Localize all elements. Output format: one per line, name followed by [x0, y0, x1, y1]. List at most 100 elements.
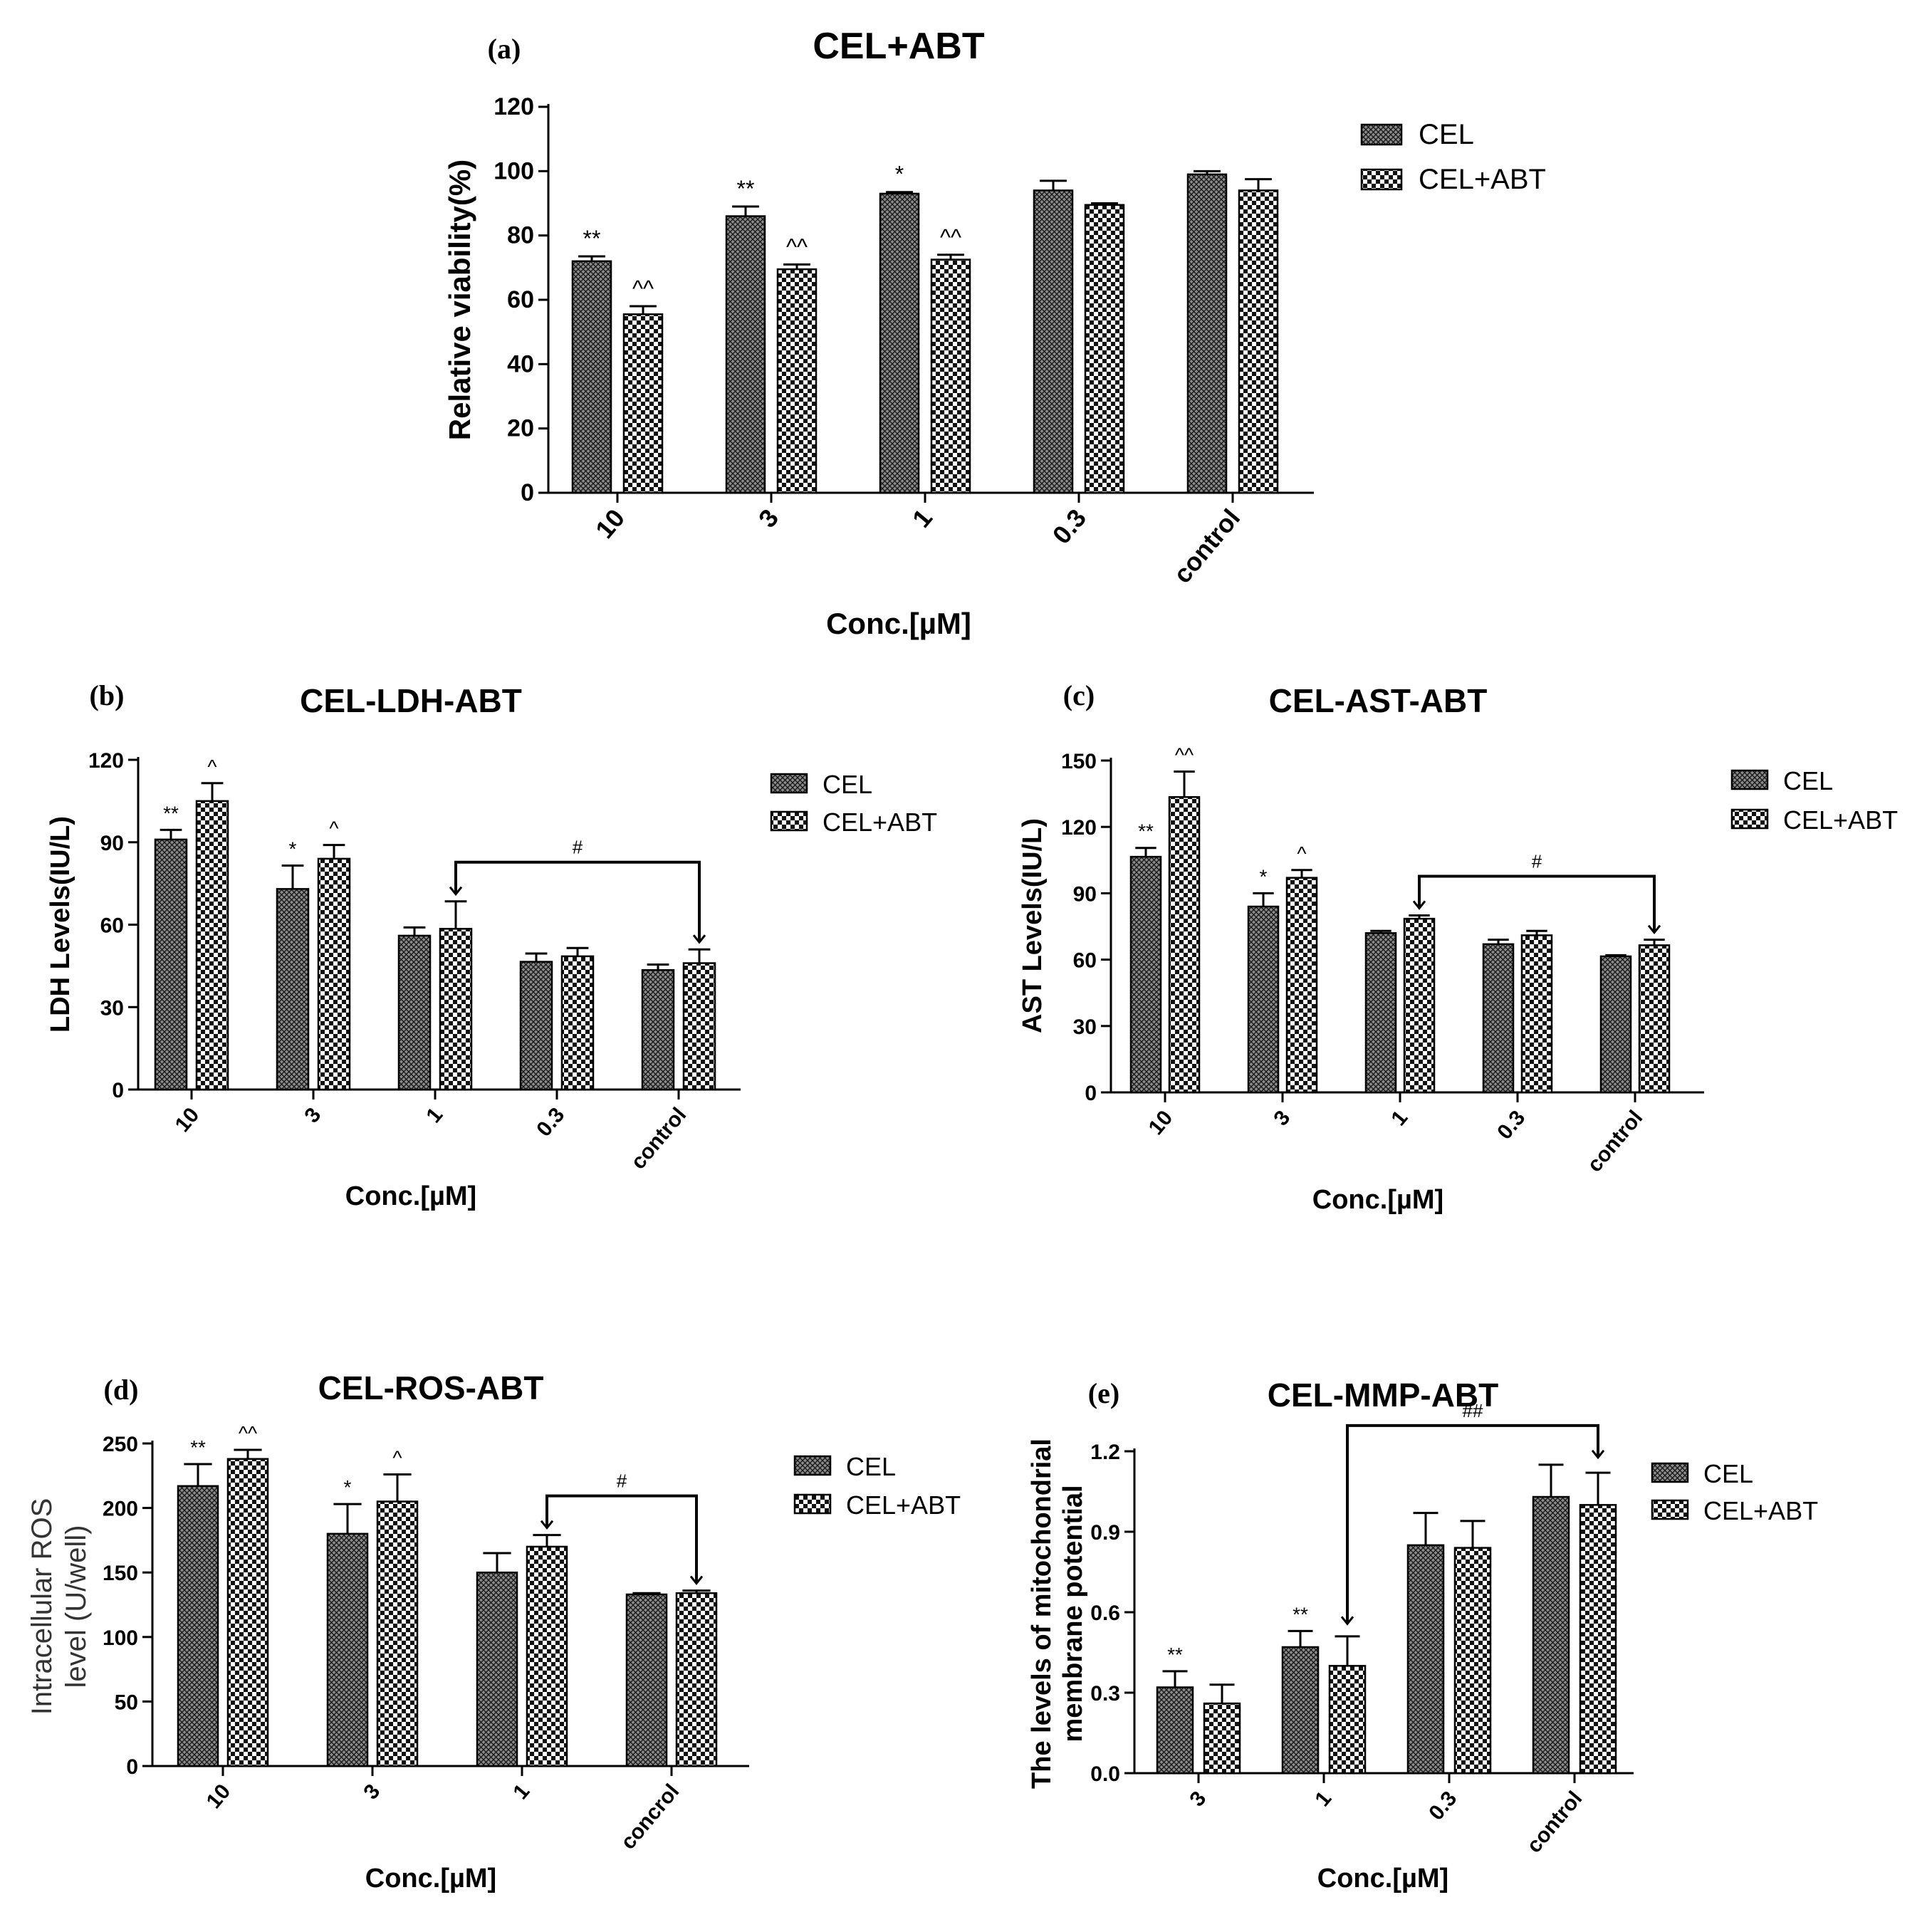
y-tick-label: 100	[103, 1626, 138, 1650]
bar-cel	[326, 1532, 369, 1767]
y-tick-label: 40	[507, 350, 534, 377]
significance-bracket	[545, 1494, 698, 1584]
y-tick-label: 120	[88, 749, 124, 773]
bar-cel-abt	[682, 962, 716, 1091]
bar-cel	[276, 888, 310, 1091]
x-axis-title: Conc.[µM]	[365, 1864, 496, 1894]
significance-mark: ^^	[1175, 744, 1194, 766]
bar-cel	[1364, 932, 1397, 1094]
y-tick-label: 30	[1073, 1015, 1097, 1039]
x-tick-label: 1	[1387, 1106, 1412, 1130]
significance-mark: ^^	[786, 234, 808, 259]
bar-cel	[1406, 1544, 1445, 1775]
significance-mark: *	[344, 1476, 352, 1498]
bar-cel	[1281, 1646, 1320, 1775]
significance-mark: ^	[1297, 842, 1306, 865]
bar-cel-abt	[1638, 944, 1671, 1094]
bar-cel-abt	[526, 1545, 568, 1767]
x-tick-label: control	[1523, 1787, 1587, 1857]
legend-label: CEL+ABT	[1783, 805, 1898, 835]
x-tick-label: 0.3	[532, 1103, 569, 1141]
y-tick-label: 20	[507, 415, 534, 442]
bracket-arrow	[1412, 900, 1426, 910]
bracket-arrow	[692, 934, 706, 944]
bar-cel-abt	[1203, 1702, 1241, 1775]
bar-cel	[177, 1485, 219, 1767]
y-tick-label: 100	[494, 157, 534, 184]
bar-cel	[725, 215, 766, 494]
bar-cel-abt	[1084, 204, 1125, 494]
bar-cel-abt	[930, 258, 971, 494]
x-tick-label: 10	[590, 503, 630, 544]
significance-mark: **	[1167, 1644, 1183, 1666]
bar-cel	[625, 1593, 668, 1767]
chart-title: CEL-LDH-ABT	[300, 682, 522, 719]
bar-cel	[397, 934, 432, 1091]
significance-mark: *	[1260, 865, 1268, 887]
legend-swatch	[1360, 168, 1403, 191]
bar-cel	[571, 260, 612, 494]
bar-cel	[879, 192, 920, 494]
significance-mark: *	[895, 162, 904, 187]
y-tick-label: 90	[100, 832, 124, 855]
legend-swatch	[1651, 1499, 1689, 1520]
significance-mark: ^	[392, 1446, 402, 1468]
legend-label: CEL+ABT	[1703, 1496, 1818, 1525]
x-tick-label: 3	[300, 1103, 325, 1127]
panel-letter: (a)	[488, 33, 521, 65]
bar-cel-abt	[622, 313, 664, 494]
x-tick-label: 0.3	[1047, 503, 1092, 550]
chart-title: CEL-ROS-ABT	[318, 1369, 544, 1406]
x-tick-label: 3	[753, 503, 784, 533]
significance-bracket	[454, 860, 701, 943]
bar-cel-abt	[675, 1592, 718, 1767]
legend-label: CEL	[1419, 119, 1474, 150]
bracket-arrow	[689, 1575, 704, 1585]
y-axis-title: LDH Levels(IU/L)	[46, 816, 75, 1033]
bar-cel	[154, 838, 188, 1091]
bar-cel-abt	[1520, 934, 1553, 1094]
bracket-label: #	[617, 1471, 627, 1492]
y-tick-label: 60	[1073, 949, 1097, 973]
bar-cel	[641, 968, 675, 1091]
bar-cel	[1156, 1686, 1194, 1775]
x-tick-label: control	[1167, 503, 1246, 589]
bar-cel-abt	[560, 955, 595, 1091]
y-tick-label: 200	[103, 1498, 138, 1521]
y-axis-title: The levels of mitochondrialmembrane pote…	[1027, 1438, 1088, 1789]
x-axis-title: Conc.[µM]	[345, 1181, 476, 1211]
significance-mark: ^^	[239, 1422, 257, 1444]
panel-a: (a) CEL+ABT 0 20 40 60 80 100 120 Relative viabil…	[443, 26, 1546, 640]
x-tick-label: 3	[1185, 1787, 1211, 1811]
significance-mark: **	[163, 802, 179, 824]
x-tick-label: 1	[907, 503, 938, 533]
y-tick-label: 0	[521, 479, 534, 506]
legend-label: CEL	[1783, 766, 1833, 795]
y-tick-label: 0.3	[1090, 1682, 1120, 1706]
chart-title: CEL+ABT	[813, 26, 984, 67]
y-tick-label: 120	[1061, 816, 1097, 840]
x-tick-label: 10	[171, 1103, 204, 1137]
y-axis-title: AST Levels(IU/L)	[1018, 818, 1048, 1033]
legend-swatch	[1360, 123, 1403, 146]
bar-cel	[1186, 173, 1228, 494]
legend-label: CEL	[846, 1452, 896, 1481]
bracket-arrow	[1591, 1449, 1605, 1460]
x-tick-label: control	[1583, 1106, 1648, 1176]
legend-swatch	[770, 773, 808, 794]
significance-bracket	[1418, 874, 1656, 933]
bar-cel	[1599, 955, 1632, 1094]
x-tick-label: 1	[508, 1780, 534, 1804]
significance-mark: **	[1293, 1603, 1308, 1625]
significance-mark: ^^	[940, 224, 961, 250]
bar-cel	[1033, 189, 1074, 494]
legend-label: CEL+ABT	[1419, 164, 1546, 195]
significance-mark: **	[190, 1436, 206, 1458]
y-tick-label: 1.2	[1090, 1441, 1120, 1464]
y-tick-label: 0.6	[1090, 1602, 1120, 1625]
bar-cel-abt	[439, 928, 473, 1091]
significance-mark: **	[1138, 820, 1154, 842]
legend-swatch	[793, 1455, 832, 1476]
y-tick-label: 0.0	[1090, 1762, 1120, 1786]
